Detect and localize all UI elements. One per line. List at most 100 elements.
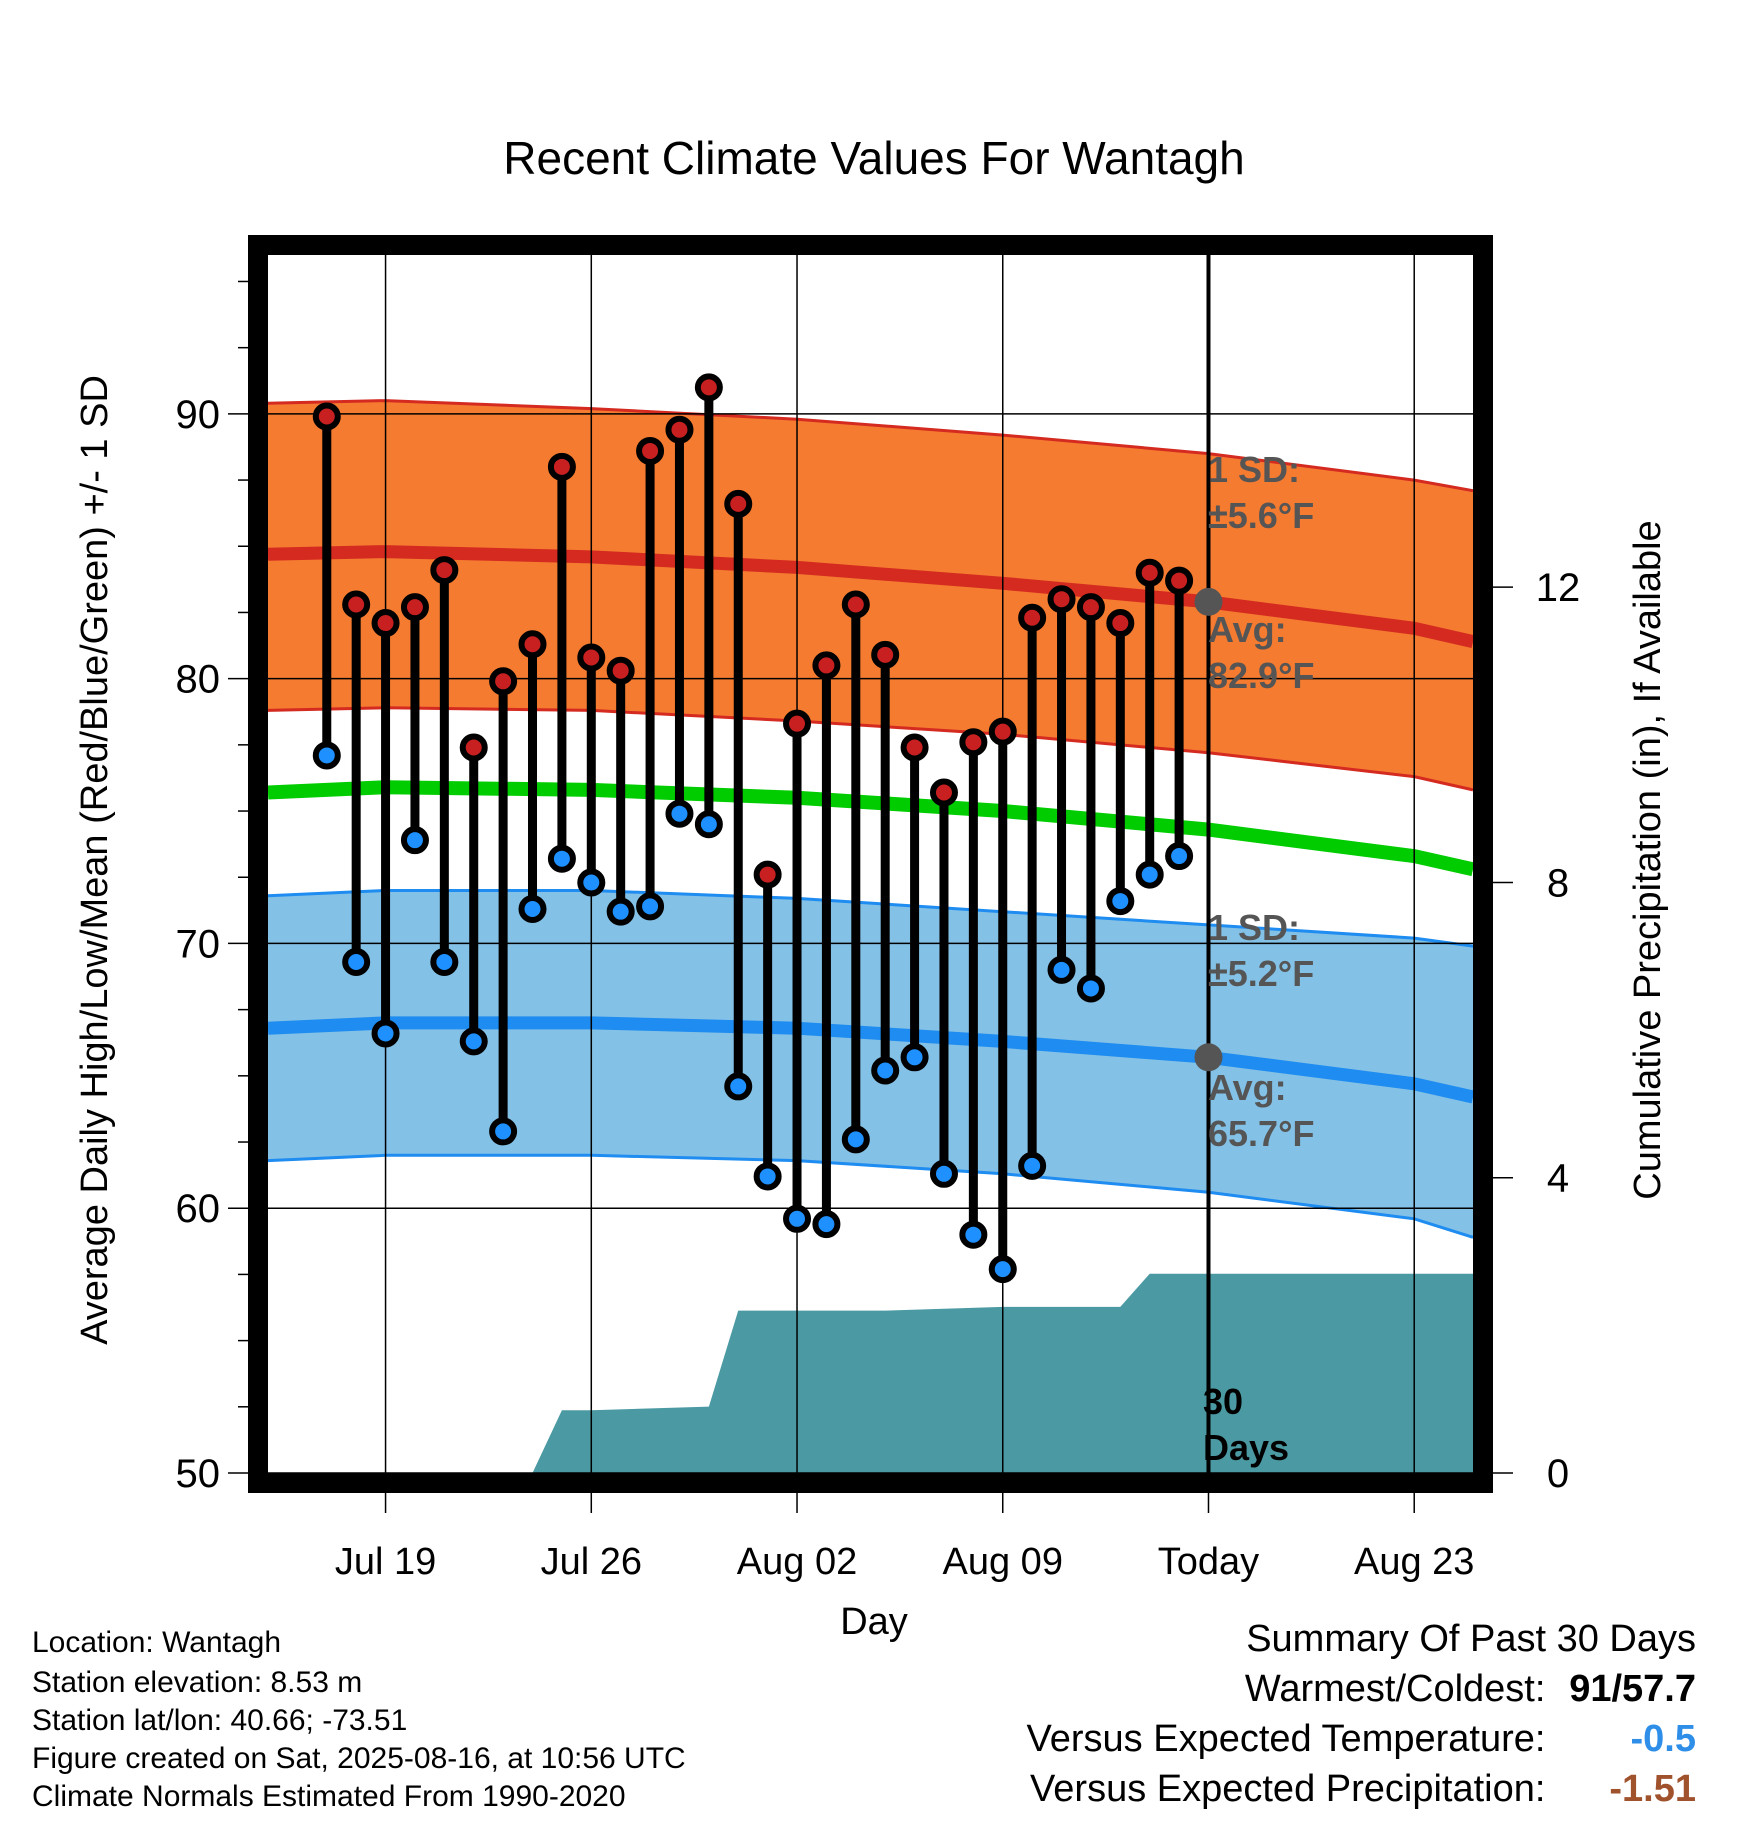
daily-high-point [1076, 593, 1105, 622]
daily-high-point [400, 593, 429, 622]
high-normal-sd-lower-line [267, 706, 1474, 792]
daily-high-point [342, 590, 371, 619]
plot-frame [248, 235, 1493, 1493]
daily-high-point [371, 609, 400, 638]
daily-low-point [988, 1255, 1017, 1284]
precip-days-label: Days [1203, 1427, 1289, 1468]
summary-precip-value: -1.51 [1609, 1768, 1696, 1810]
daily-low-point [959, 1220, 988, 1249]
daily-low-point [547, 844, 576, 873]
chart-title: Recent Climate Values For Wantagh [503, 132, 1244, 184]
low-avg-label: Avg: [1208, 1067, 1287, 1108]
x-tick-label: Aug 23 [1354, 1541, 1474, 1583]
summary-precip-label: Versus Expected Precipitation: [1030, 1768, 1546, 1810]
summary-warmest-value: 91/57.7 [1569, 1668, 1696, 1710]
daily-high-point [1047, 585, 1076, 614]
daily-low-point [371, 1019, 400, 1048]
info-location: Location: Wantagh [32, 1626, 282, 1659]
daily-low-point [518, 895, 547, 924]
daily-high-point [841, 590, 870, 619]
daily-high-point [1106, 609, 1135, 638]
daily-low-point [400, 826, 429, 855]
low-average-line [267, 1016, 1475, 1104]
x-tick-label: Today [1158, 1541, 1259, 1583]
daily-low-point [694, 810, 723, 839]
summary-temp-label: Versus Expected Temperature: [1026, 1718, 1546, 1760]
high-average-line [267, 545, 1475, 648]
daily-low-point [1047, 955, 1076, 984]
summary-title: Summary Of Past 30 Days [1246, 1618, 1696, 1660]
daily-low-point [841, 1125, 870, 1154]
y2-tick-label: 0 [1547, 1452, 1569, 1496]
daily-low-point [929, 1159, 958, 1188]
y-tick-label: 60 [176, 1187, 221, 1231]
daily-low-point [1165, 842, 1194, 871]
daily-high-point [1135, 558, 1164, 587]
daily-low-point [1135, 860, 1164, 889]
daily-low-point [1076, 974, 1105, 1003]
x-tick-label: Jul 26 [541, 1541, 642, 1583]
today-high-avg-marker [1194, 587, 1223, 616]
daily-low-point [489, 1117, 518, 1146]
daily-high-point [812, 651, 841, 680]
summary-temp-value: -0.5 [1630, 1718, 1696, 1760]
daily-high-point [312, 402, 341, 431]
daily-high-point [606, 656, 635, 685]
y-tick-label: 70 [176, 922, 221, 966]
x-tick-label: Aug 09 [943, 1541, 1063, 1583]
daily-high-point [959, 728, 988, 757]
high-normal-sd-upper-line [267, 399, 1474, 493]
info-created: Figure created on Sat, 2025-08-16, at 10… [32, 1742, 686, 1775]
daily-high-point [489, 667, 518, 696]
daily-high-point [636, 436, 665, 465]
daily-high-point [988, 717, 1017, 746]
daily-high-point [724, 489, 753, 518]
summary-warmest-label: Warmest/Coldest: [1244, 1668, 1546, 1710]
daily-high-point [665, 415, 694, 444]
info-normals: Climate Normals Estimated From 1990-2020 [32, 1780, 626, 1813]
daily-high-point [929, 778, 958, 807]
daily-high-point [518, 630, 547, 659]
daily-low-point [606, 897, 635, 926]
x-tick-label: Aug 02 [737, 1541, 857, 1583]
y-axis-left-label: Average Daily High/Low/Mean (Red/Blue/Gr… [74, 375, 116, 1345]
low-normal-sd-lower-line [267, 1153, 1474, 1239]
high-sd-label: 1 SD: [1208, 449, 1300, 490]
daily-high-point [753, 860, 782, 889]
daily-low-point [753, 1162, 782, 1191]
daily-low-point [459, 1027, 488, 1056]
daily-high-point [1018, 603, 1047, 632]
warmest-value: 91 [1569, 1668, 1612, 1710]
info-latlon: Station lat/lon: 40.66; -73.51 [32, 1704, 408, 1737]
daily-low-point [342, 947, 371, 976]
daily-low-point [871, 1056, 900, 1085]
high-normal-band [268, 400, 1473, 790]
low-sd-value: ±5.2°F [1208, 953, 1314, 994]
low-avg-value: 65.7°F [1208, 1113, 1314, 1154]
daily-high-point [547, 452, 576, 481]
y2-tick-label: 8 [1547, 861, 1569, 905]
today-low-avg-marker [1194, 1043, 1223, 1072]
daily-low-point [665, 799, 694, 828]
daily-high-point [1165, 566, 1194, 595]
daily-low-point [812, 1210, 841, 1239]
daily-high-point [900, 733, 929, 762]
daily-low-point [1018, 1151, 1047, 1180]
daily-low-point [636, 892, 665, 921]
daily-high-point [430, 556, 459, 585]
daily-low-point [577, 868, 606, 897]
x-axis-label: Day [840, 1601, 908, 1643]
y2-tick-label: 12 [1536, 566, 1581, 610]
y-axis-right-label: Cumulative Precipitation (in), If Availa… [1627, 520, 1669, 1199]
low-sd-label: 1 SD: [1208, 907, 1300, 948]
info-elevation: Station elevation: 8.53 m [32, 1666, 363, 1699]
low-normal-band [268, 890, 1473, 1238]
daily-high-point [871, 640, 900, 669]
daily-high-point [459, 733, 488, 762]
daily-low-point [900, 1043, 929, 1072]
y-tick-label: 80 [176, 658, 221, 702]
y-tick-label: 90 [176, 393, 221, 437]
high-sd-value: ±5.6°F [1208, 495, 1314, 536]
daily-low-point [783, 1204, 812, 1233]
